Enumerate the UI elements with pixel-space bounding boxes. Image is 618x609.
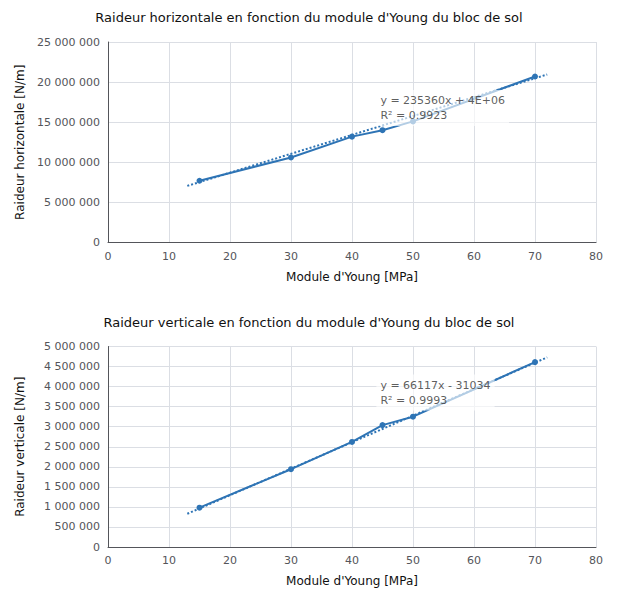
svg-text:4 000 000: 4 000 000	[44, 380, 100, 393]
svg-text:5 000 000: 5 000 000	[44, 340, 100, 353]
svg-text:60: 60	[467, 250, 481, 263]
svg-text:40: 40	[345, 554, 359, 567]
svg-text:Module d'Young [MPa]: Module d'Young [MPa]	[286, 270, 418, 284]
svg-text:500 000: 500 000	[55, 520, 101, 533]
svg-text:20 000 000: 20 000 000	[37, 76, 100, 89]
svg-text:25 000 000: 25 000 000	[37, 36, 100, 49]
svg-text:80: 80	[589, 554, 603, 567]
svg-text:30: 30	[284, 250, 298, 263]
svg-text:Raideur horizontale en fonctio: Raideur horizontale en fonction du modul…	[95, 10, 522, 25]
svg-text:y = 66117x - 31034: y = 66117x - 31034	[380, 379, 490, 392]
svg-text:Raideur horizontale [N/m]: Raideur horizontale [N/m]	[13, 65, 27, 220]
svg-text:70: 70	[528, 250, 542, 263]
svg-text:Module d'Young [MPa]: Module d'Young [MPa]	[286, 574, 418, 588]
svg-text:2 500 000: 2 500 000	[44, 440, 100, 453]
svg-text:10 000 000: 10 000 000	[37, 156, 100, 169]
svg-text:10: 10	[162, 250, 176, 263]
svg-text:0: 0	[93, 541, 100, 554]
svg-text:2 000 000: 2 000 000	[44, 460, 100, 473]
svg-text:5 000 000: 5 000 000	[44, 196, 100, 209]
svg-text:20: 20	[223, 554, 237, 567]
svg-text:Raideur verticale [N/m]: Raideur verticale [N/m]	[13, 377, 27, 517]
svg-text:1 000 000: 1 000 000	[44, 500, 100, 513]
svg-text:0: 0	[93, 236, 100, 249]
svg-text:R² = 0.9993: R² = 0.9993	[380, 394, 447, 407]
svg-text:60: 60	[467, 554, 481, 567]
svg-text:15 000 000: 15 000 000	[37, 116, 100, 129]
svg-text:50: 50	[406, 250, 420, 263]
svg-text:80: 80	[589, 250, 603, 263]
svg-text:10: 10	[162, 554, 176, 567]
svg-text:50: 50	[406, 554, 420, 567]
svg-text:70: 70	[528, 554, 542, 567]
svg-text:y = 235360x + 4E+06: y = 235360x + 4E+06	[380, 94, 505, 107]
svg-text:3 000 000: 3 000 000	[44, 420, 100, 433]
svg-text:20: 20	[223, 250, 237, 263]
svg-text:0: 0	[105, 250, 112, 263]
svg-text:0: 0	[105, 554, 112, 567]
svg-text:1 500 000: 1 500 000	[44, 480, 100, 493]
svg-text:40: 40	[345, 250, 359, 263]
svg-text:Raideur verticale en fonction: Raideur verticale en fonction du module …	[104, 315, 515, 330]
svg-text:30: 30	[284, 554, 298, 567]
svg-text:3 500 000: 3 500 000	[44, 400, 100, 413]
svg-text:4 500 000: 4 500 000	[44, 360, 100, 373]
svg-text:R² = 0.9923: R² = 0.9923	[380, 109, 447, 122]
